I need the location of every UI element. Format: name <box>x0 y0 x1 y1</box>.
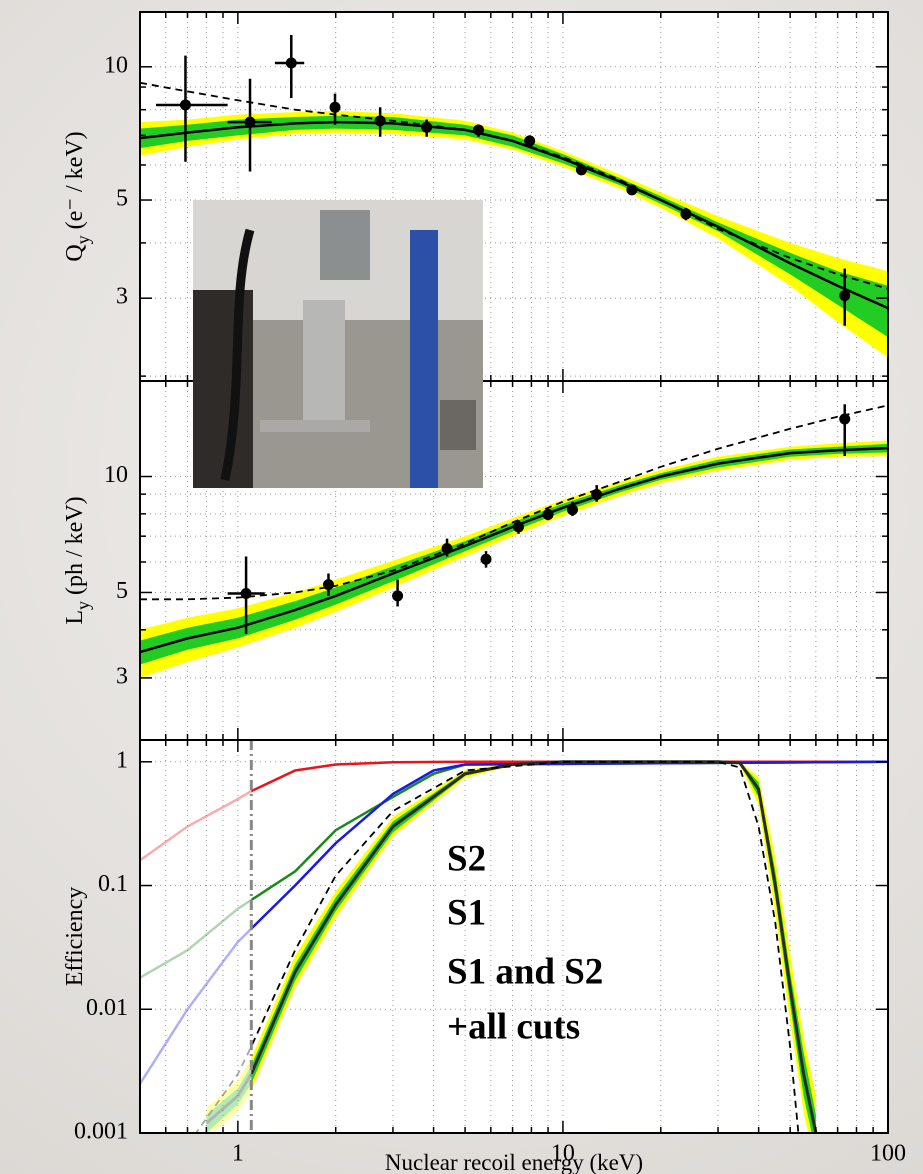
inner-band <box>206 1065 252 1133</box>
model-line <box>140 446 888 654</box>
legend-label: S2 <box>447 838 486 879</box>
y-tick-label: 1 <box>116 747 128 773</box>
efficiency-line <box>251 760 888 793</box>
y-tick-label: 10 <box>104 52 128 78</box>
plot-frame <box>139 739 889 1134</box>
y-tick-label: 3 <box>116 663 128 689</box>
y-tick-label: 0.01 <box>86 995 128 1021</box>
efficiency-line <box>140 898 252 979</box>
data-point <box>473 124 485 136</box>
data-point <box>374 115 386 127</box>
data-point <box>542 508 554 520</box>
photo-inset <box>193 200 483 488</box>
panel <box>140 12 888 381</box>
photo-table <box>260 420 370 432</box>
y-tick-label: 3 <box>116 284 128 310</box>
efficiency-line <box>251 760 818 1133</box>
photo-rack <box>193 290 253 488</box>
data-point <box>392 590 404 602</box>
panel <box>140 740 888 1133</box>
data-point <box>480 553 492 565</box>
data-point <box>839 290 851 302</box>
inner-band <box>140 443 888 665</box>
data-point <box>575 164 587 176</box>
y-label-main: L <box>62 610 88 625</box>
x-tick-label: 10 <box>551 1141 575 1167</box>
x-axis-label: Nuclear recoil energy (keV) <box>385 1150 643 1174</box>
y-tick-label: 5 <box>116 578 128 604</box>
y-label-rest: (ph / keV) <box>62 496 88 595</box>
data-point <box>244 116 256 128</box>
data-point <box>626 184 638 196</box>
plot-layer: 3 5 10 Qy (e⁻ / keV) 3 5 10 Ly (ph / keV) 0.001 0.0… <box>62 11 906 1174</box>
y-axis-label: Efficiency <box>62 887 88 987</box>
data-point <box>680 208 692 220</box>
efficiency-line <box>140 789 252 862</box>
y-label-sub: y <box>73 601 93 610</box>
legend-label: S1 <box>447 892 486 933</box>
dashed-fit <box>140 404 888 601</box>
data-point <box>179 99 191 111</box>
above-threshold <box>251 760 888 1133</box>
y-label-main: Q <box>62 244 88 261</box>
data-point <box>329 101 341 113</box>
legend-label: +all cuts <box>447 1006 580 1047</box>
data-point <box>524 135 536 147</box>
photo-cylinder <box>303 300 345 420</box>
photo-cable <box>220 228 255 481</box>
efficiency-line <box>251 760 888 931</box>
y-axis-label: Qy (e⁻ / keV) <box>62 131 93 261</box>
x-tick-label: 1 <box>232 1141 244 1167</box>
efficiency-line <box>140 926 252 1085</box>
y-axis-label: Ly (ph / keV) <box>62 496 93 624</box>
y-label-sub: y <box>73 235 93 244</box>
y-label-rest: (e⁻ / keV) <box>62 131 88 229</box>
legend-label: S1 and S2 <box>447 951 603 992</box>
data-point <box>512 521 524 533</box>
data-point <box>591 489 603 501</box>
y-tick-label: 0.1 <box>98 871 128 897</box>
photo-winch <box>440 400 476 450</box>
data-point <box>566 504 578 516</box>
dashed-efficiency <box>251 760 800 1133</box>
data-point <box>441 543 453 555</box>
data-point <box>240 587 252 599</box>
y-tick-label: 10 <box>104 462 128 488</box>
below-threshold <box>140 789 252 1133</box>
photo-box <box>320 210 370 280</box>
model-line <box>140 120 888 310</box>
outer-band <box>206 1058 252 1133</box>
data-point <box>322 579 334 591</box>
data-point <box>839 413 851 425</box>
y-tick-label: 0.001 <box>74 1119 128 1145</box>
y-tick-label: 5 <box>116 186 128 212</box>
data-point <box>285 57 297 69</box>
x-tick-label: 100 <box>870 1141 906 1167</box>
data-point <box>421 121 433 133</box>
panel <box>140 381 888 740</box>
photo-lift <box>410 230 438 488</box>
